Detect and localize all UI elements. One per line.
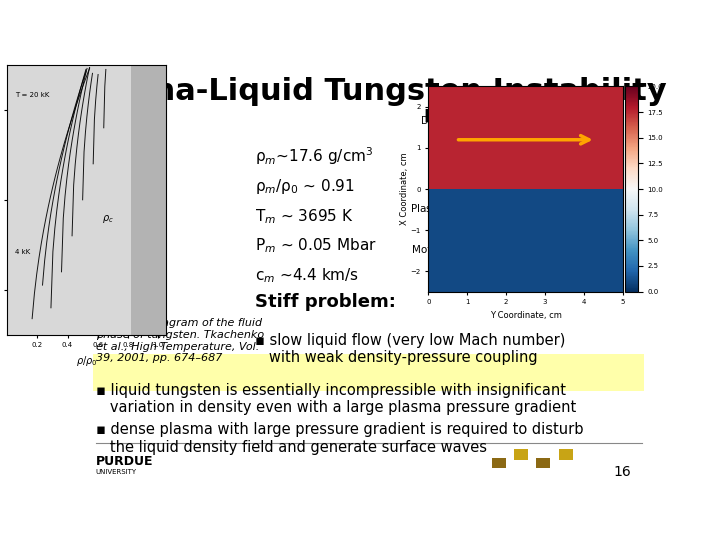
Text: 16: 16	[613, 465, 631, 480]
Text: T$_m$ ~ 3695 K: T$_m$ ~ 3695 K	[255, 207, 354, 226]
Text: Plasma flow ~ 10$^4$-10$^5$ m/s: Plasma flow ~ 10$^4$-10$^5$ m/s	[410, 201, 552, 215]
Text: P$_m$ ~ 0.05 Mbar: P$_m$ ~ 0.05 Mbar	[255, 237, 377, 255]
Text: Motionless liquid tungsten: Motionless liquid tungsten	[412, 245, 549, 255]
Text: UNIVERSITY: UNIVERSITY	[96, 469, 137, 475]
Text: c$_m$ ~4.4 km/s: c$_m$ ~4.4 km/s	[255, 267, 359, 285]
FancyBboxPatch shape	[93, 354, 644, 391]
Bar	[131, 0, 168, 380]
Text: ▪ slow liquid flow (very low Mach number)
   with weak density-pressure coupling: ▪ slow liquid flow (very low Mach number…	[255, 333, 565, 366]
Text: T = 20 kK: T = 20 kK	[15, 92, 50, 98]
Bar	[492, 458, 505, 468]
X-axis label: $\rho/\rho_0$: $\rho/\rho_0$	[76, 354, 97, 368]
Text: ▪ liquid tungsten is essentially incompressible with insignificant
   variation : ▪ liquid tungsten is essentially incompr…	[96, 383, 576, 415]
Text: The state diagram of the fluid
phase of tungsten. Tkachenko
et al., High Tempera: The state diagram of the fluid phase of …	[96, 319, 264, 363]
Text: $\rho_c$: $\rho_c$	[102, 213, 114, 225]
Bar	[514, 449, 528, 460]
Text: Plasma-Liquid Tungsten Instability: Plasma-Liquid Tungsten Instability	[71, 77, 667, 106]
Text: ρ$_m$~17.6 g/cm$^3$: ρ$_m$~17.6 g/cm$^3$	[255, 145, 373, 167]
Text: Stiff problem:: Stiff problem:	[255, 293, 395, 311]
Bar	[559, 449, 572, 460]
Text: ρ$_m$/ρ$_0$ ~ 0.91: ρ$_m$/ρ$_0$ ~ 0.91	[255, 177, 354, 195]
Text: Density Field, g/cm$^3$: Density Field, g/cm$^3$	[420, 113, 519, 129]
Y-axis label: X Coordinate, cm: X Coordinate, cm	[400, 153, 409, 225]
Text: Initial set up:: Initial set up:	[424, 108, 559, 126]
Text: PURDUE: PURDUE	[96, 455, 153, 468]
X-axis label: Y Coordinate, cm: Y Coordinate, cm	[490, 311, 562, 320]
Text: 4 kK: 4 kK	[15, 249, 30, 255]
Text: ▪ dense plasma with large pressure gradient is required to disturb
   the liquid: ▪ dense plasma with large pressure gradi…	[96, 422, 583, 455]
Bar	[536, 458, 550, 468]
